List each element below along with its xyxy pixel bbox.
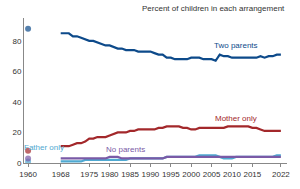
svg-text:2005: 2005 <box>203 170 221 179</box>
svg-text:2015: 2015 <box>243 170 261 179</box>
svg-text:Mother only: Mother only <box>215 114 257 123</box>
svg-text:Father only: Father only <box>24 143 64 152</box>
svg-text:20: 20 <box>12 128 21 137</box>
svg-text:2010: 2010 <box>223 170 241 179</box>
svg-text:2022: 2022 <box>272 170 290 179</box>
svg-text:No parents: No parents <box>106 145 145 154</box>
svg-text:80: 80 <box>12 37 21 46</box>
svg-text:Percent of children in each ar: Percent of children in each arrangement <box>142 4 285 13</box>
svg-text:1960: 1960 <box>19 170 37 179</box>
svg-text:2000: 2000 <box>182 170 200 179</box>
svg-text:1990: 1990 <box>142 170 160 179</box>
svg-text:0: 0 <box>17 159 22 168</box>
svg-text:1985: 1985 <box>121 170 139 179</box>
svg-text:40: 40 <box>12 98 21 107</box>
svg-text:1995: 1995 <box>162 170 180 179</box>
svg-text:1975: 1975 <box>80 170 98 179</box>
svg-text:1968: 1968 <box>52 170 70 179</box>
svg-text:60: 60 <box>12 67 21 76</box>
svg-text:1980: 1980 <box>101 170 119 179</box>
svg-text:Two parents: Two parents <box>214 41 258 50</box>
